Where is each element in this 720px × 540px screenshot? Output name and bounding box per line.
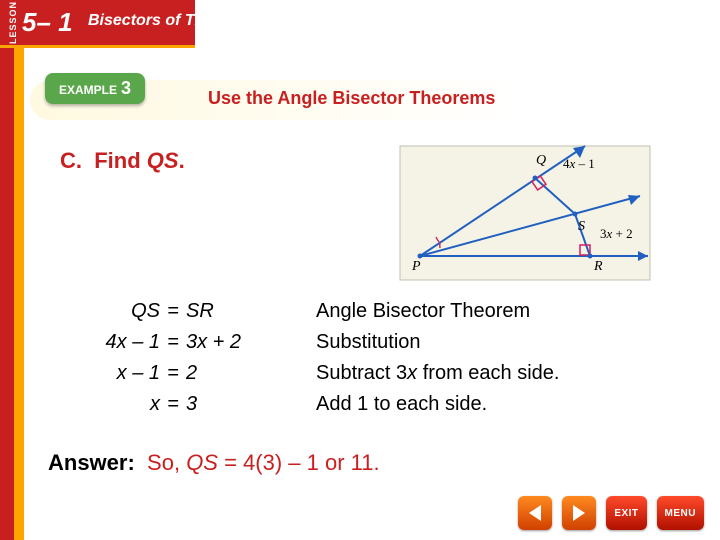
step-row: x = 3 Add 1 to each side. — [60, 393, 680, 416]
nav-bar: EXIT MENU — [518, 496, 704, 530]
answer-line: Answer: So, QS = 4(3) – 1 or 11. — [48, 450, 380, 476]
step-row: x – 1 = 2 Subtract 3x from each side. — [60, 362, 680, 385]
lesson-label: LESSON — [8, 1, 18, 44]
chapter-title: Bisectors of Triangles — [88, 12, 256, 30]
prompt-suffix: . — [179, 148, 185, 173]
label-sr: 3x + 2 — [600, 226, 633, 241]
point-Q: Q — [536, 153, 546, 168]
step-rhs: SR — [186, 300, 286, 323]
step-eq: = — [160, 300, 186, 323]
step-reason: Add 1 to each side. — [316, 393, 680, 416]
step-lhs: x – 1 — [60, 362, 160, 385]
step-eq: = — [160, 362, 186, 385]
lesson-number: 5– 1 — [22, 7, 73, 38]
step-reason: Subtract 3x from each side. — [316, 362, 680, 385]
prompt-text: Find — [94, 148, 140, 173]
step-lhs: QS — [60, 300, 160, 323]
step-row: QS = SR Angle Bisector Theorem — [60, 300, 680, 323]
point-S: S — [578, 219, 585, 234]
back-button[interactable] — [518, 496, 552, 530]
exit-button[interactable]: EXIT — [606, 496, 646, 530]
left-orange-stripe — [14, 48, 24, 540]
prompt: C. Find QS. — [60, 148, 185, 174]
step-lhs: x — [60, 393, 160, 416]
answer-label: Answer: — [48, 450, 135, 475]
left-red-stripe — [0, 48, 14, 540]
point-R: R — [593, 259, 603, 274]
step-eq: = — [160, 393, 186, 416]
step-rhs: 3 — [186, 393, 286, 416]
prompt-segment: QS — [147, 148, 179, 173]
arrow-left-icon — [529, 505, 541, 521]
example-title: Use the Angle Bisector Theorems — [208, 88, 495, 109]
step-rhs: 2 — [186, 362, 286, 385]
step-lhs: 4x – 1 — [60, 331, 160, 354]
label-qs: 4x – 1 — [563, 156, 595, 171]
step-rhs: 3x + 2 — [186, 331, 286, 354]
forward-button[interactable] — [562, 496, 596, 530]
prompt-letter: C. — [60, 148, 82, 173]
point-P: P — [411, 259, 421, 274]
menu-button[interactable]: MENU — [657, 496, 704, 530]
step-reason: Substitution — [316, 331, 680, 354]
step-row: 4x – 1 = 3x + 2 Substitution — [60, 331, 680, 354]
example-tab: EXAMPLE 3 — [45, 73, 145, 104]
step-reason: Angle Bisector Theorem — [316, 300, 680, 323]
arrow-right-icon — [573, 505, 585, 521]
proof-steps: QS = SR Angle Bisector Theorem 4x – 1 = … — [60, 300, 680, 424]
answer-text: So, QS = 4(3) – 1 or 11. — [141, 450, 380, 475]
step-eq: = — [160, 331, 186, 354]
example-label: EXAMPLE — [59, 83, 117, 97]
example-number: 3 — [121, 78, 131, 99]
geometry-diagram: P Q S R 4x – 1 3x + 2 — [390, 138, 660, 288]
